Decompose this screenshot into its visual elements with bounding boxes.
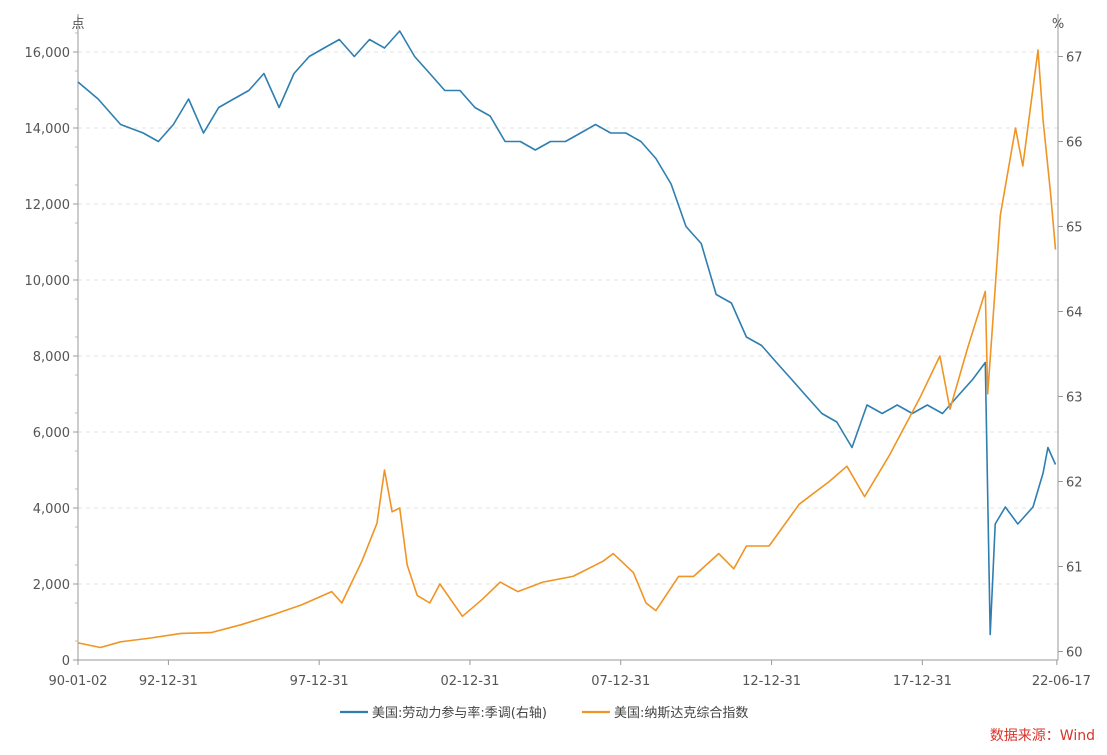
left-tick-label: 2,000 — [33, 578, 70, 593]
x-tick-label: 92-12-31 — [139, 674, 198, 689]
left-tick-label: 14,000 — [25, 122, 71, 137]
x-tick-label: 12-12-31 — [742, 674, 801, 689]
left-tick-label: 12,000 — [25, 198, 71, 213]
x-tick-label: 07-12-31 — [591, 674, 650, 689]
x-tick-label: 90-01-02 — [48, 674, 107, 689]
legend-label: 美国:劳动力参与率:季调(右轴) — [372, 705, 547, 721]
series-lines — [77, 30, 1057, 649]
series-line-1 — [77, 30, 1057, 636]
left-axis-unit: 点 — [71, 17, 84, 32]
left-tick-label: 6,000 — [33, 426, 70, 441]
left-tick-label: 0 — [62, 654, 70, 669]
right-tick-label: 60 — [1066, 646, 1083, 661]
axis-ticks: 0 2,000 4,000 6,000 8,000 10,000 12,000 14,000 1… — [25, 32, 1091, 689]
series-line-2 — [77, 49, 1057, 649]
legend-label: 美国:纳斯达克综合指数 — [614, 706, 748, 721]
left-tick-label: 16,000 — [25, 46, 71, 61]
right-tick-label: 66 — [1066, 136, 1083, 151]
x-tick-label: 17-12-31 — [893, 674, 952, 689]
left-tick-label: 10,000 — [25, 274, 71, 289]
legend: 美国:劳动力参与率:季调(右轴) 美国:纳斯达克综合指数 — [340, 705, 748, 721]
source-note: 数据来源：Wind — [990, 728, 1095, 744]
x-tick-label: 22-06-17 — [1032, 674, 1091, 689]
x-tick-label: 02-12-31 — [440, 674, 499, 689]
x-tick-label: 97-12-31 — [290, 674, 349, 689]
right-tick-label: 62 — [1066, 476, 1083, 491]
right-tick-label: 65 — [1066, 221, 1083, 236]
right-tick-label: 61 — [1066, 561, 1083, 576]
gridlines — [78, 51, 1058, 585]
right-tick-label: 63 — [1066, 391, 1083, 406]
left-tick-label: 4,000 — [33, 502, 70, 517]
right-tick-label: 64 — [1066, 306, 1083, 321]
left-tick-label: 8,000 — [33, 350, 70, 365]
right-axis-unit: % — [1052, 17, 1064, 32]
right-tick-label: 67 — [1066, 51, 1083, 66]
